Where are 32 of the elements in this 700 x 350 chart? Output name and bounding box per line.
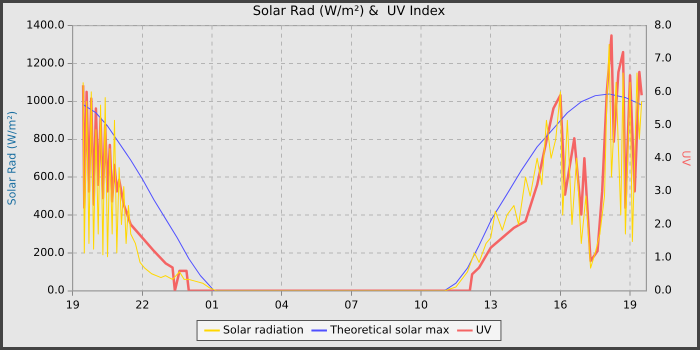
y-tick-label: 1000.0: [26, 94, 65, 108]
x-tick-label: 10: [414, 298, 428, 312]
x-tick-label: 16: [553, 298, 568, 312]
y2-tick-label: 8.0: [654, 18, 672, 32]
x-tick-label: 01: [205, 298, 220, 312]
y2-tick-label: 2.0: [654, 217, 672, 230]
y2-axis-title: UV: [680, 150, 693, 166]
chart-title: Solar Rad (W/m²) & UV Index: [252, 4, 446, 20]
y-tick-label: 1400.0: [26, 18, 65, 32]
y2-tick-label: 0.0: [654, 284, 672, 297]
y2-tick-label: 7.0: [654, 52, 672, 65]
y2-tick-label: 6.0: [654, 84, 672, 98]
x-tick-label: 04: [274, 298, 289, 312]
x-tick-label: 19: [623, 298, 638, 312]
legend-label: Theoretical solar max: [329, 323, 450, 336]
legend-label: Solar radiation: [223, 323, 304, 336]
x-tick-label: 13: [484, 298, 498, 312]
y-tick-label: 600.0: [33, 170, 65, 183]
legend-label: UV: [476, 323, 492, 336]
y-tick-label: 400.0: [33, 208, 65, 221]
y-tick-label: 800.0: [33, 132, 65, 146]
y2-tick-label: 4.0: [654, 151, 672, 164]
y-axis-title: Solar Rad (W/m²): [5, 110, 18, 206]
x-tick-label: 07: [344, 298, 358, 312]
y2-tick-label: 1.0: [654, 250, 672, 264]
y-tick-label: 200.0: [33, 246, 65, 259]
x-tick-label: 22: [135, 298, 150, 312]
y-tick-label: 0.0: [47, 284, 65, 297]
y2-tick-label: 3.0: [654, 184, 672, 198]
x-tick-label: 19: [66, 298, 80, 312]
y2-tick-label: 5.0: [654, 118, 672, 131]
y-tick-label: 1200.0: [26, 56, 65, 70]
